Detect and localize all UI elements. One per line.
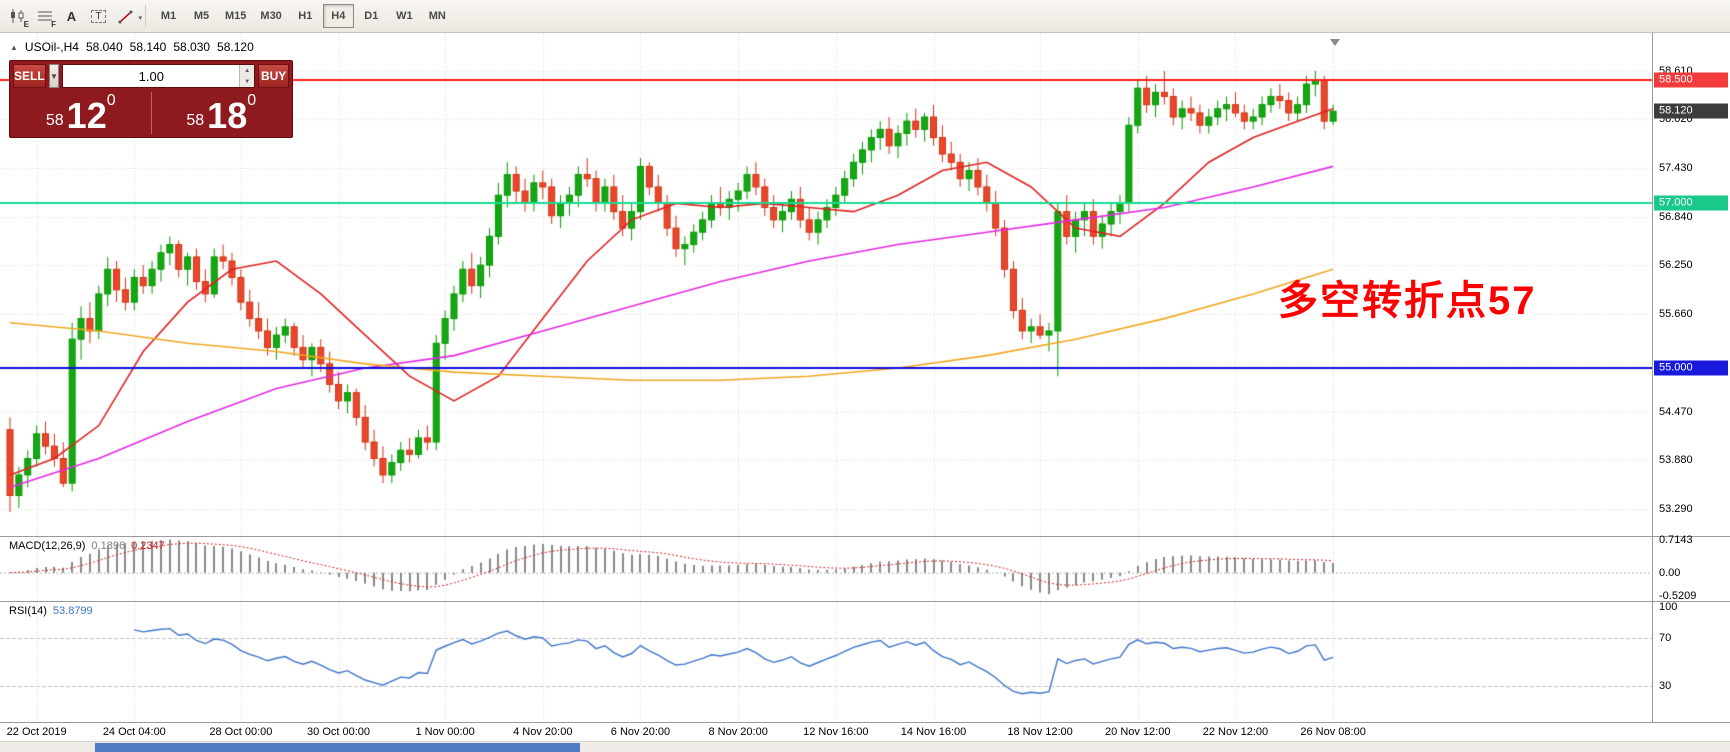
one-click-trading-panel: SELL ▼ ▲ ▼ BUY 58 12 0 58 18 0 [9,60,293,138]
chart-symbol-header: ▲ USOil-,H4 58.040 58.140 58.030 58.120 [10,40,254,54]
time-axis-label: 4 Nov 20:00 [513,726,573,738]
rsi-name: RSI(14) [9,605,47,617]
timeframe-button-W1[interactable]: W1 [396,10,413,22]
price-axis-label: 57.430 [1659,162,1693,175]
collapse-arrow-icon[interactable]: ▲ [10,42,18,52]
time-axis-label: 22 Nov 12:00 [1202,726,1269,738]
buy-button[interactable]: BUY [258,64,289,88]
volume-dropdown-button[interactable]: ▼ [48,64,60,88]
stepper-down-icon[interactable]: ▼ [240,76,255,87]
sell-price-pips: 12 [66,95,107,137]
buy-price-int: 58 [186,112,205,129]
sell-price[interactable]: 58 12 0 [13,90,149,136]
time-axis-label: 6 Nov 20:00 [610,726,671,738]
price-badge: 58.500 [1654,72,1728,88]
volume-input[interactable] [63,65,240,87]
timeframe-button-M5[interactable]: M5 [193,10,210,22]
ohlc-high: 58.140 [129,40,167,54]
macd-label: MACD(12,26,9) 0.1896 0.2347 [9,540,165,552]
rsi-axis-label: 30 [1659,680,1672,692]
toolbar-separator [145,5,146,27]
price-axis-label: 53.290 [1659,502,1693,515]
tool-icons-group: E F A T ▾ [4,4,142,29]
rsi-indicator-canvas[interactable] [0,602,1652,722]
price-axis-label: 54.470 [1659,405,1693,418]
macd-main-value: 0.1896 [91,540,126,552]
macd-axis-label: 0.00 [1659,566,1681,579]
time-axis-label: 14 Nov 16:00 [900,726,967,738]
buy-price-point: 0 [247,92,257,109]
chart-annotation-text: 多空转折点57 [1278,279,1537,323]
macd-indicator-canvas[interactable] [0,537,1652,601]
ohlc-open: 58.040 [85,40,123,54]
toolbar: E F A T ▾ M1 M5 M15 M30 H1 H4 D1 W1 MN [0,0,1730,33]
macd-name: MACD(12,26,9) [9,540,86,552]
text-a-icon[interactable]: A [66,8,77,24]
macd-axis-label: -0.5209 [1659,590,1697,603]
price-axis-label: 53.880 [1659,454,1693,467]
price-divider [150,92,152,134]
timeframe-buttons-group: M1 M5 M15 M30 H1 H4 D1 W1 MN [152,4,454,28]
ohlc-low: 58.030 [173,40,211,54]
time-axis-label: 20 Nov 12:00 [1105,726,1171,738]
price-badge: 55.000 [1654,360,1728,376]
timeframe-button-MN[interactable]: MN [428,10,446,22]
rsi-label: RSI(14) 53.8799 [9,605,93,617]
time-axis-label: 12 Nov 16:00 [803,726,869,738]
buy-price-pips: 18 [207,95,248,137]
ohlc-close: 58.120 [217,40,254,54]
time-axis-label: 26 Nov 08:00 [1300,726,1366,738]
stepper-up-icon[interactable]: ▲ [240,65,255,76]
macd-signal-value: 0.2347 [131,540,165,552]
volume-stepper: ▲ ▼ [239,65,255,87]
rsi-value: 53.8799 [52,605,93,617]
sell-button[interactable]: SELL [13,64,46,88]
horizontal-scrollbar[interactable] [0,741,1730,752]
rsi-axis-label: 100 [1659,601,1678,613]
time-axis: 22 Oct 2019 24 Oct 04:00 28 Oct 00:00 30 Oc… [0,723,1730,741]
price-badge: 57.000 [1654,195,1728,211]
buy-price[interactable]: 58 18 0 [154,90,290,136]
time-axis-label: 8 Nov 20:00 [708,726,768,738]
volume-field-wrap: ▲ ▼ [62,64,256,88]
timeframe-button-D1[interactable]: D1 [364,10,379,22]
timeframe-button-H4[interactable]: H4 [322,4,354,28]
symbol-name: USOil-,H4 [24,40,79,54]
time-axis-label: 22 Oct 2019 [6,726,67,738]
macd-axis-label: 0.7143 [1659,534,1693,546]
scrollbar-thumb[interactable] [95,743,580,752]
time-axis-label: 1 Nov 00:00 [415,726,475,738]
rsi-axis-label: 70 [1659,632,1672,644]
sell-price-point: 0 [106,92,116,109]
time-axis-label: 28 Oct 00:00 [209,726,273,738]
label-box-icon[interactable]: T [85,4,112,29]
price-axis-label: 56.840 [1659,210,1693,223]
sell-price-int: 58 [45,112,64,129]
time-axis-label: 24 Oct 04:00 [102,726,166,738]
timeframe-button-H1[interactable]: H1 [298,10,313,22]
pane-separator[interactable] [0,536,1730,537]
price-axis-label: 56.250 [1659,259,1693,272]
pane-separator[interactable] [0,601,1730,602]
candlestick-chart-icon[interactable]: E [4,4,31,29]
time-axis-label: 18 Nov 12:00 [1007,726,1073,738]
pane-separator [0,722,1730,723]
time-axis-label: 30 Oct 00:00 [307,726,371,738]
timeframe-button-M15[interactable]: M15 [225,10,247,22]
price-axis-border [1652,33,1653,741]
price-badge: 58.120 [1654,103,1728,119]
timeframe-button-M1[interactable]: M1 [160,10,177,22]
line-studies-icon[interactable]: ▾ [112,4,142,29]
price-axis-label: 55.660 [1659,307,1693,320]
timeframe-button-M30[interactable]: M30 [260,10,282,22]
template-list-icon[interactable]: F [37,11,56,29]
chart-shift-marker-icon[interactable] [1330,39,1340,46]
